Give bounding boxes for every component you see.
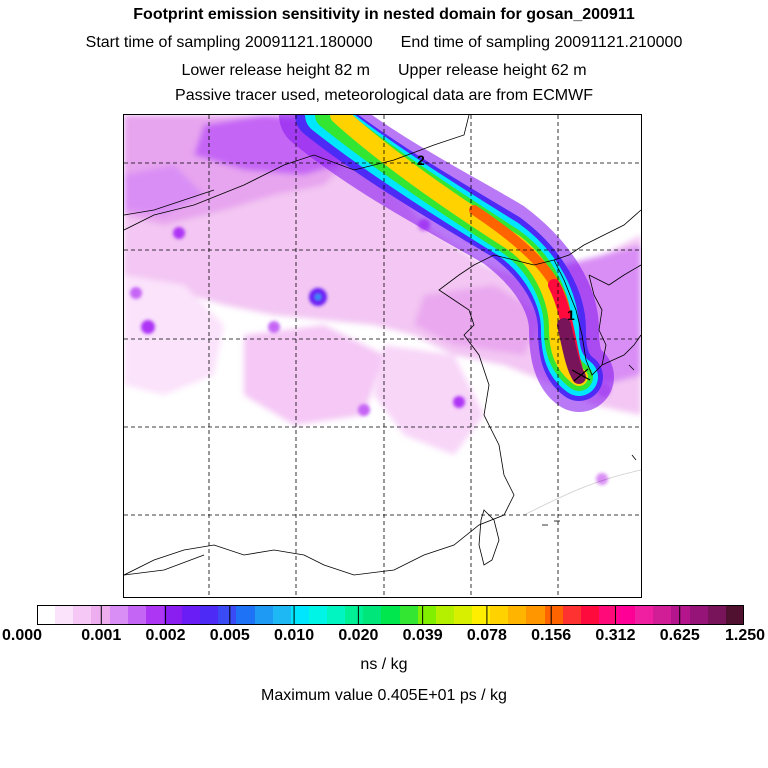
colorbar-cell (37, 605, 55, 625)
footprint-map: 2 1 (123, 80, 642, 598)
colorbar-cell (273, 605, 291, 625)
end-time: End time of sampling 20091121.210000 (400, 34, 683, 51)
colorbar-cell (218, 605, 236, 625)
colorbar-cell (581, 605, 599, 625)
colorbar-cell (363, 605, 381, 625)
colorbar-cell (164, 605, 182, 625)
colorbar-cell (381, 605, 400, 625)
colorbar-cell (472, 605, 490, 625)
colorbar-cell (490, 605, 508, 625)
colorbar-cell (671, 605, 690, 625)
colorbar-cell (708, 605, 726, 625)
colorbar-cell (653, 605, 671, 625)
colorbar-cell (146, 605, 164, 625)
colorbar-cell (526, 605, 545, 625)
colorbar-tick-label: 0.312 (595, 627, 636, 644)
lat-lon-grid (124, 115, 641, 597)
colorbar-cell (128, 605, 146, 625)
colorbar-cell (182, 605, 200, 625)
colorbar-cell (55, 605, 73, 625)
coastlines (123, 114, 642, 576)
upper-release-height: Upper release height 62 m (398, 62, 587, 79)
tracer-note: Passive tracer used, meteorological data… (175, 87, 593, 104)
colorbar-tick-label: 0.001 (81, 627, 122, 644)
colorbar-cell (545, 605, 563, 625)
plot-title: Footprint emission sensitivity in nested… (133, 6, 635, 23)
colorbar-tick-label: 0.005 (209, 627, 250, 644)
colorbar-cell (345, 605, 363, 625)
colorbar-tick-label: 0.078 (466, 627, 507, 644)
maximum-value: Maximum value 0.405E+01 ps / kg (261, 687, 507, 704)
colorbar-tick-label: 0.156 (531, 627, 572, 644)
colorbar-cell (635, 605, 653, 625)
colorbar-tick-label: 0.010 (274, 627, 315, 644)
colorbar-cell (400, 605, 418, 625)
colorbar-tick-label: 0.039 (402, 627, 443, 644)
colorbar-cell (73, 605, 91, 625)
colorbar-cell (599, 605, 617, 625)
colorbar-tick-label: 0.625 (659, 627, 700, 644)
colorbar-cell (690, 605, 708, 625)
release-marker-x-icon (571, 368, 591, 382)
label-1: 1 (567, 307, 575, 323)
lower-release-height: Lower release height 82 m (181, 62, 370, 79)
colorbar-cell (91, 605, 110, 625)
colorbar-cell (255, 605, 273, 625)
colorbar-cell (454, 605, 472, 625)
colorbar-cell (617, 605, 635, 625)
sampling-time-row: Start time of sampling 20091121.180000 En… (0, 34, 768, 52)
start-time: Start time of sampling 20091121.180000 (85, 34, 373, 51)
colorbar-unit: ns / kg (360, 656, 408, 673)
sensitivity-field (124, 115, 641, 455)
colorbar (37, 605, 744, 625)
colorbar-cell (309, 605, 327, 625)
colorbar-cell (563, 605, 581, 625)
colorbar-cell (110, 605, 128, 625)
emission-plume (279, 80, 614, 412)
colorbar-tick-label: 0.020 (338, 627, 379, 644)
colorbar-tick-label: 1.250 (724, 627, 766, 644)
colorbar-tick-label: 0.002 (145, 627, 186, 644)
colorbar-cell (726, 605, 744, 625)
colorbar-cell (508, 605, 526, 625)
release-height-row: Lower release height 82 m Upper release h… (0, 62, 768, 80)
colorbar-tick-label: 0.000 (1, 627, 43, 644)
colorbar-cell (327, 605, 345, 625)
colorbar-cell (236, 605, 255, 625)
map-canvas: 2 1 (123, 80, 642, 597)
colorbar-cell (291, 605, 309, 625)
label-2: 2 (417, 152, 425, 168)
colorbar-cell (418, 605, 436, 625)
colorbar-cell (436, 605, 454, 625)
colorbar-cell (200, 605, 218, 625)
